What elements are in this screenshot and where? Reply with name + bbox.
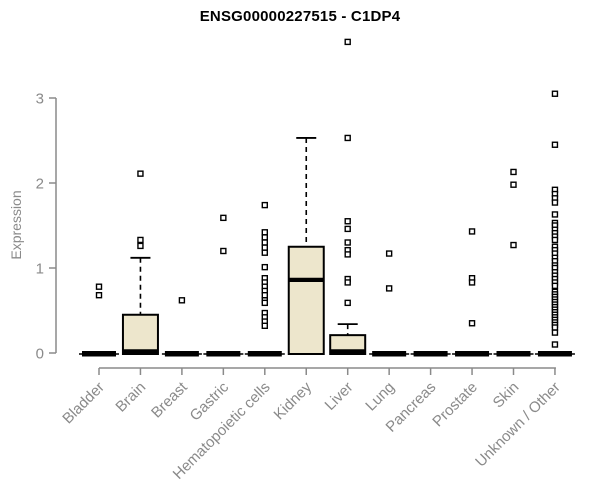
x-tick-label: Liver [322,379,357,414]
y-tick-label: 3 [36,90,44,107]
outlier-point [261,201,268,209]
zero-box-lung [372,351,407,357]
outlier-point [261,299,268,307]
zero-box-skin [496,351,531,357]
x-tick-label: Bladder [59,379,108,428]
outlier-point [551,324,559,331]
outlier-point [551,236,559,244]
outlier-point [510,181,517,188]
x-tick-label: Kidney [271,378,316,423]
outlier-point [344,134,351,142]
outlier-point [261,239,268,246]
outlier-point [261,263,268,271]
outlier-point [344,218,351,225]
x-tick-label: Breast [148,378,191,421]
zero-box-bladder [82,351,116,357]
outlier-point [178,297,186,304]
box-kidney [287,245,325,355]
outlier-point [551,341,559,348]
chart-title: ENSG00000227515 - C1DP4 [199,8,401,25]
outlier-point [468,279,476,286]
outlier-point [220,247,227,255]
outlier-point [551,199,559,206]
outlier-point [344,239,351,246]
outlier-point [385,250,393,257]
outlier-point [261,234,268,241]
zero-box-hematopoietic-cells [247,351,282,357]
zero-box-gastric [206,351,241,357]
zero-box-prostate [455,351,490,357]
outlier-point [261,229,268,236]
box-brain [121,313,159,355]
outlier-point [510,241,517,249]
outlier-point [220,214,227,222]
outlier-point [95,283,103,290]
y-tick-label: 1 [36,260,44,277]
outlier-point [344,38,351,46]
outlier-point [551,329,559,336]
outlier-point [551,282,559,290]
y-tick-label: 2 [36,175,44,192]
outlier-point [510,168,517,176]
outlier-point [95,292,103,299]
outlier-point [385,285,393,292]
zero-box-unknown-other [537,351,572,357]
outlier-point [344,251,351,258]
outlier-point [137,242,144,250]
outlier-point [137,170,144,177]
outlier-point [344,299,351,307]
y-tick-label: 0 [36,345,44,362]
outlier-point [344,279,351,286]
x-tick-label: Lung [362,379,398,415]
outlier-point [468,320,476,327]
zero-box-breast [164,351,199,357]
outlier-point [261,244,268,251]
outlier-point [551,90,559,97]
outlier-point [468,228,476,235]
outlier-point [261,322,268,329]
outlier-point [551,211,559,218]
outlier-point [137,236,144,244]
outlier-point [551,141,559,148]
x-tick-label: Brain [112,379,149,416]
outlier-point [344,225,351,233]
outlier-point [261,249,268,256]
x-tick-label: Skin [490,379,523,412]
x-tick-label: Prostate [429,379,481,431]
zero-box-pancreas [413,351,448,357]
outlier-point [261,292,268,299]
